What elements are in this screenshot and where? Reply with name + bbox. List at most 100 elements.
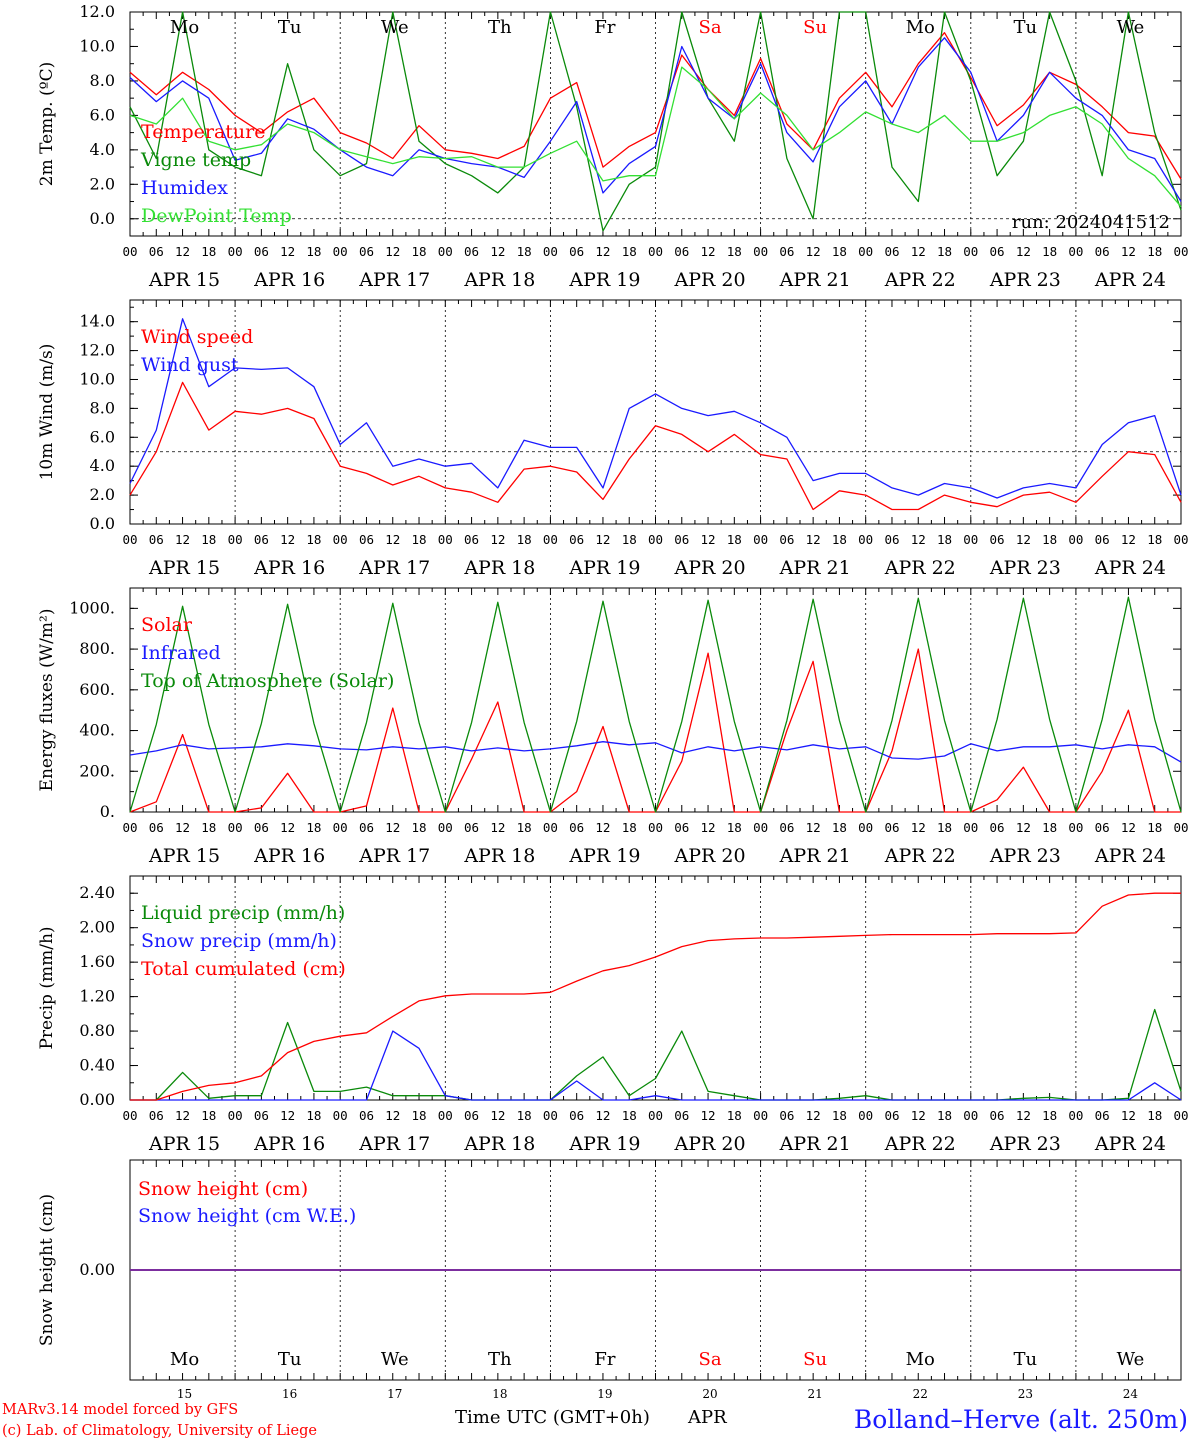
hour-tick-label: 06 bbox=[464, 1108, 479, 1123]
hour-tick-label: 18 bbox=[832, 244, 847, 259]
hour-tick-label: 12 bbox=[1121, 820, 1136, 835]
hour-tick-label: 00 bbox=[1173, 1108, 1188, 1123]
y-tick-label: 0.00 bbox=[79, 1090, 115, 1109]
hour-tick-label: 18 bbox=[306, 820, 321, 835]
date-label: APR 15 bbox=[148, 845, 220, 867]
hour-tick-label: 12 bbox=[701, 532, 716, 547]
y-tick-label: 0.00 bbox=[79, 1260, 115, 1279]
hour-tick-label: 18 bbox=[1147, 532, 1162, 547]
hour-tick-label: 12 bbox=[806, 532, 821, 547]
legend-entry: Snow precip (mm/h) bbox=[141, 930, 337, 952]
date-label: APR 24 bbox=[1094, 1133, 1166, 1155]
hour-tick-label: 00 bbox=[543, 244, 558, 259]
hour-tick-label: 18 bbox=[832, 532, 847, 547]
date-label: APR 19 bbox=[568, 557, 640, 579]
hour-tick-label: 06 bbox=[884, 820, 899, 835]
legend-entry: Snow height (cm) bbox=[138, 1178, 308, 1200]
hour-tick-label: 06 bbox=[149, 1108, 164, 1123]
hour-tick-label: 12 bbox=[1016, 532, 1031, 547]
hour-tick-label: 12 bbox=[701, 1108, 716, 1123]
lab-credit: (c) Lab. of Climatology, University of L… bbox=[2, 1423, 317, 1439]
hour-tick-label: 18 bbox=[1147, 1108, 1162, 1123]
weekday-label: Tu bbox=[1014, 17, 1038, 38]
hour-tick-label: 18 bbox=[306, 532, 321, 547]
hour-tick-label: 00 bbox=[122, 244, 137, 259]
hour-tick-label: 00 bbox=[858, 532, 873, 547]
hour-tick-label: 06 bbox=[359, 244, 374, 259]
series-line-dewpoint-temp bbox=[129, 66, 1182, 208]
hour-tick-label: 06 bbox=[990, 532, 1005, 547]
hour-tick-label: 12 bbox=[175, 532, 190, 547]
hour-tick-label: 00 bbox=[333, 532, 348, 547]
y-tick-label: 4.0 bbox=[90, 140, 115, 159]
y-tick-label: 10.0 bbox=[79, 36, 115, 55]
hour-tick-label: 06 bbox=[464, 820, 479, 835]
hour-tick-label: 00 bbox=[1068, 1108, 1083, 1123]
date-label: APR 16 bbox=[253, 1133, 325, 1155]
hour-tick-label: 06 bbox=[464, 532, 479, 547]
hour-tick-label: 00 bbox=[963, 1108, 978, 1123]
y-axis-label: Energy fluxes (W/m²) bbox=[37, 609, 57, 792]
y-tick-label: 600. bbox=[79, 680, 115, 699]
date-label: APR 19 bbox=[568, 1133, 640, 1155]
weekday-label: Mo bbox=[906, 17, 935, 38]
y-tick-label: 0.0 bbox=[90, 209, 115, 228]
y-tick-label: 0. bbox=[100, 802, 115, 821]
weekday-label: We bbox=[381, 17, 409, 38]
hour-tick-label: 12 bbox=[1121, 244, 1136, 259]
date-label: APR 24 bbox=[1094, 269, 1166, 291]
date-label: APR 18 bbox=[463, 269, 535, 291]
legend-entry: Humidex bbox=[141, 177, 228, 199]
date-label: APR 15 bbox=[148, 1133, 220, 1155]
weekday-label: Mo bbox=[170, 1349, 199, 1370]
y-tick-label: 6.0 bbox=[90, 105, 115, 124]
hour-tick-label: 18 bbox=[622, 1108, 637, 1123]
hour-tick-label: 18 bbox=[937, 532, 952, 547]
hour-tick-label: 00 bbox=[1173, 820, 1188, 835]
hour-tick-label: 18 bbox=[201, 1108, 216, 1123]
series-line-wind-speed bbox=[129, 381, 1182, 511]
date-label: APR 17 bbox=[358, 1133, 430, 1155]
hour-tick-label: 00 bbox=[963, 532, 978, 547]
hour-tick-label: 00 bbox=[438, 244, 453, 259]
date-label: APR 23 bbox=[989, 557, 1061, 579]
hour-tick-label: 18 bbox=[201, 244, 216, 259]
hour-tick-label: 12 bbox=[280, 532, 295, 547]
hour-tick-label: 18 bbox=[1042, 532, 1057, 547]
date-label: APR 16 bbox=[253, 269, 325, 291]
series-line-snow-precip-mm-h- bbox=[130, 1030, 1182, 1101]
hour-tick-label: 06 bbox=[254, 244, 269, 259]
y-tick-label: 200. bbox=[79, 761, 115, 780]
hour-tick-label: 18 bbox=[832, 820, 847, 835]
date-number: 20 bbox=[702, 1387, 717, 1401]
y-axis-label: Precip (mm/h) bbox=[37, 926, 57, 1049]
date-label: APR 21 bbox=[779, 269, 851, 291]
hour-tick-label: 00 bbox=[438, 1108, 453, 1123]
series-line-humidex bbox=[129, 37, 1182, 202]
hour-tick-label: 18 bbox=[1042, 1108, 1057, 1123]
hour-tick-label: 12 bbox=[490, 1108, 505, 1123]
date-label: APR 22 bbox=[884, 845, 956, 867]
hour-tick-label: 18 bbox=[622, 244, 637, 259]
hour-tick-label: 00 bbox=[753, 820, 768, 835]
y-tick-label: 2.40 bbox=[79, 883, 115, 902]
date-label: APR 18 bbox=[463, 845, 535, 867]
hour-tick-label: 00 bbox=[122, 1108, 137, 1123]
hour-tick-label: 06 bbox=[779, 532, 794, 547]
date-number: 23 bbox=[1018, 1387, 1033, 1401]
date-label: APR 15 bbox=[148, 269, 220, 291]
hour-tick-label: 18 bbox=[1042, 820, 1057, 835]
hour-tick-label: 12 bbox=[701, 244, 716, 259]
legend-entry: Vigne temp bbox=[140, 149, 251, 171]
date-label: APR 17 bbox=[358, 845, 430, 867]
hour-tick-label: 06 bbox=[149, 820, 164, 835]
hour-tick-label: 12 bbox=[806, 1108, 821, 1123]
hour-tick-label: 18 bbox=[517, 532, 532, 547]
hour-tick-label: 00 bbox=[122, 820, 137, 835]
hour-tick-label: 12 bbox=[1016, 244, 1031, 259]
weekday-label: Su bbox=[803, 1349, 827, 1370]
hour-tick-label: 00 bbox=[963, 244, 978, 259]
weekday-label: Tu bbox=[278, 1349, 302, 1370]
legend-entry: Top of Atmosphere (Solar) bbox=[141, 670, 394, 692]
hour-tick-label: 06 bbox=[254, 1108, 269, 1123]
